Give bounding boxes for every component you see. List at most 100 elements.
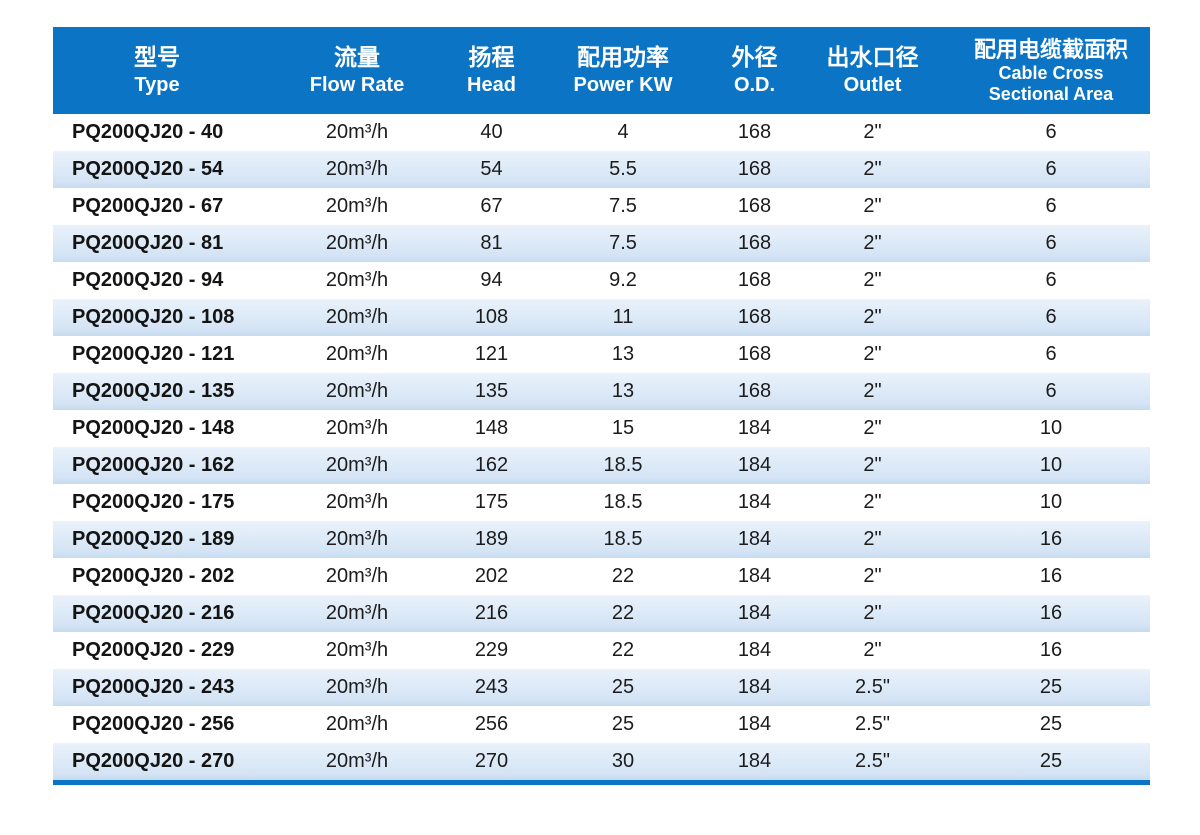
cell-model: PQ200QJ20 - 67 [72,195,224,217]
cell-model: PQ200QJ20 - 189 [53,521,261,558]
table-row: PQ200QJ20 - 256 20m³/h 256 25 184 2.5" 25 [53,706,1150,743]
cell-model: PQ200QJ20 - 121 [72,343,235,365]
cell-model: PQ200QJ20 - 54 [53,151,261,188]
cell-flow-rate: 20m³/h [325,343,389,365]
cell-head: 148 [474,417,509,439]
cell-od: 184 [737,713,772,735]
table-row: PQ200QJ20 - 121 20m³/h 121 13 168 2" 6 [53,336,1150,373]
cell-head: 94 [480,269,503,291]
cell-od: 184 [716,669,793,706]
cell-power-kw: 15 [611,417,635,439]
cell-head: 162 [453,447,530,484]
cell-power-kw: 9.2 [609,269,637,291]
cell-od: 168 [737,121,772,143]
cell-head: 121 [474,343,509,365]
table-row: PQ200QJ20 - 67 20m³/h 67 7.5 168 2" 6 [53,188,1150,225]
cell-flow-rate: 20m³/h [325,195,389,217]
table-body: PQ200QJ20 - 40 20m³/h 40 4 168 2" 6 PQ200QJ20 -… [53,114,1150,780]
column-header-type-zh: 型号 [134,44,180,71]
cell-power-kw: 13 [611,343,635,365]
cell-power-kw: 30 [530,743,716,780]
cell-head: 216 [453,595,530,632]
cell-od: 168 [716,299,793,336]
cell-od: 184 [737,565,772,587]
cell-flow-rate: 20m³/h [325,121,389,143]
cell-model: PQ200QJ20 - 243 [53,669,261,706]
cell-power-kw: 18.5 [530,447,716,484]
cell-power-kw: 25 [530,669,716,706]
cell-outlet: 2" [793,225,952,262]
cell-outlet: 2" [793,521,952,558]
cell-outlet: 2" [863,491,882,513]
cell-power-kw: 13 [530,373,716,410]
cell-flow-rate: 20m³/h [325,639,389,661]
table-row: PQ200QJ20 - 216 20m³/h 216 22 184 2" 16 [53,595,1150,632]
column-header-type: 型号 Type [53,27,261,114]
cell-od: 168 [737,269,772,291]
table-row: PQ200QJ20 - 243 20m³/h 243 25 184 2.5" 25 [53,669,1150,706]
column-header-flow-rate: 流量 Flow Rate [261,27,453,114]
cell-head: 81 [453,225,530,262]
column-header-head-zh: 扬程 [468,44,515,71]
column-header-cable-area: 配用电缆截面积 Cable Cross Sectional Area [952,27,1150,114]
table-row: PQ200QJ20 - 148 20m³/h 148 15 184 2" 10 [53,410,1150,447]
column-header-od: 外径 O.D. [716,27,793,114]
header-row: 型号 Type 流量 Flow Rate 扬程 Head 配用功率 Power … [53,27,1150,114]
cell-cable-area: 6 [952,299,1150,336]
cell-od: 168 [716,151,793,188]
cell-flow-rate: 20m³/h [325,713,389,735]
cell-power-kw: 22 [530,595,716,632]
cell-power-kw: 5.5 [530,151,716,188]
cell-cable-area: 16 [952,595,1150,632]
cell-flow-rate: 20m³/h [261,225,453,262]
cell-cable-area: 16 [1039,565,1063,587]
cell-power-kw: 4 [617,121,629,143]
cell-outlet: 2" [863,195,882,217]
cell-model: PQ200QJ20 - 108 [53,299,261,336]
column-header-flow-rate-en: Flow Rate [309,73,405,96]
column-header-flow-rate-zh: 流量 [334,44,380,71]
cell-od: 168 [716,373,793,410]
cell-od: 184 [716,521,793,558]
table-row: PQ200QJ20 - 175 20m³/h 175 18.5 184 2" 10 [53,484,1150,521]
column-header-power-kw-zh: 配用功率 [577,44,669,71]
cell-flow-rate: 20m³/h [261,521,453,558]
table-row: PQ200QJ20 - 162 20m³/h 162 18.5 184 2" 10 [53,447,1150,484]
cell-cable-area: 16 [1039,639,1063,661]
cell-od: 184 [716,743,793,780]
column-header-outlet: 出水口径 Outlet [793,27,952,114]
cell-power-kw: 25 [611,713,635,735]
cell-model: PQ200QJ20 - 148 [72,417,235,439]
column-header-power-kw-en: Power KW [573,73,673,96]
column-header-type-en: Type [134,73,180,96]
cell-head: 67 [480,195,503,217]
cell-model: PQ200QJ20 - 202 [72,565,235,587]
cell-head: 189 [453,521,530,558]
cell-power-kw: 11 [530,299,716,336]
column-header-power-kw: 配用功率 Power KW [530,27,716,114]
cell-od: 184 [716,595,793,632]
cell-outlet: 2" [863,639,882,661]
cell-od: 168 [737,195,772,217]
cell-flow-rate: 20m³/h [261,447,453,484]
cell-head: 270 [453,743,530,780]
cell-power-kw: 7.5 [530,225,716,262]
cell-od: 184 [737,417,772,439]
column-header-outlet-en: Outlet [843,73,902,96]
cell-power-kw: 22 [611,639,635,661]
column-header-outlet-zh: 出水口径 [826,44,919,71]
cell-power-kw: 7.5 [609,195,637,217]
cell-cable-area: 10 [1039,491,1063,513]
table-row: PQ200QJ20 - 94 20m³/h 94 9.2 168 2" 6 [53,262,1150,299]
column-header-od-en: O.D. [733,73,776,96]
cell-od: 184 [737,491,772,513]
column-header-head-en: Head [467,73,516,96]
cell-model: PQ200QJ20 - 135 [53,373,261,410]
cell-model: PQ200QJ20 - 216 [53,595,261,632]
cell-cable-area: 16 [952,521,1150,558]
cell-cable-area: 6 [1045,269,1057,291]
table-row: PQ200QJ20 - 270 20m³/h 270 30 184 2.5" 25 [53,743,1150,780]
cell-cable-area: 10 [1039,417,1063,439]
cell-head: 202 [474,565,509,587]
cell-model: PQ200QJ20 - 40 [72,121,224,143]
